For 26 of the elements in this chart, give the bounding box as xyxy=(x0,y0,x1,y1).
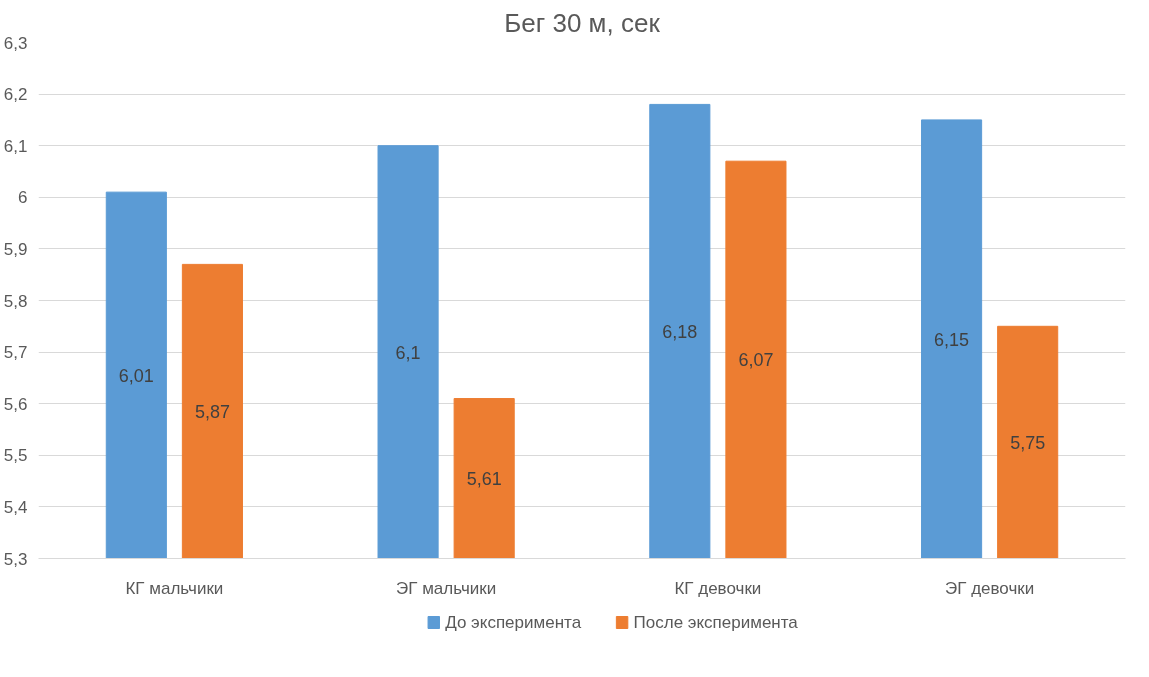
data-label: 6,15 xyxy=(934,329,970,350)
x-tick-label: ЭГ мальчики xyxy=(396,578,497,598)
chart-title: Бег 30 м, сек xyxy=(504,7,661,38)
data-label: 6,07 xyxy=(738,350,774,371)
legend-label: После эксперимента xyxy=(633,613,799,632)
data-label: 6,1 xyxy=(395,342,421,363)
y-tick-label: 6,1 xyxy=(3,136,28,156)
x-tick-label: КГ мальчики xyxy=(125,578,224,598)
y-tick-label: 6,2 xyxy=(3,85,28,105)
y-tick-label: 6 xyxy=(18,188,28,208)
x-tick-label: КГ девочки xyxy=(674,578,762,598)
x-tick-label: ЭГ девочки xyxy=(945,578,1035,598)
data-label: 6,18 xyxy=(662,321,698,342)
y-tick-label: 5,3 xyxy=(3,549,28,569)
y-tick-label: 6,3 xyxy=(3,33,28,53)
data-label: 5,61 xyxy=(466,469,502,490)
data-label: 6,01 xyxy=(118,365,154,386)
y-tick-label: 5,8 xyxy=(3,291,28,311)
data-label: 5,75 xyxy=(1010,432,1046,453)
y-tick-label: 5,5 xyxy=(3,446,28,466)
y-tick-label: 5,7 xyxy=(3,343,28,363)
legend-label: До эксперимента xyxy=(445,613,582,632)
data-label: 5,87 xyxy=(194,401,230,422)
y-tick-label: 5,9 xyxy=(3,239,28,259)
y-tick-label: 5,6 xyxy=(3,394,28,414)
y-tick-label: 5,4 xyxy=(3,497,28,517)
